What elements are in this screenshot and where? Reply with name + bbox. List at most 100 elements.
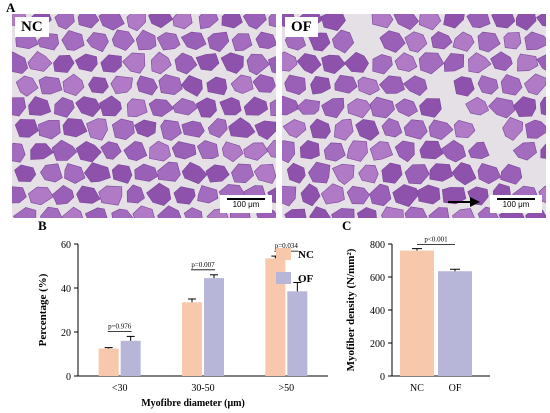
myofibre-cell: [181, 75, 203, 97]
myofibre-cell: [111, 164, 133, 184]
myofibre-cell: [98, 14, 125, 31]
myofibre-cell: [62, 73, 85, 97]
myofibre-cell: [452, 208, 475, 218]
x-tick-label: >50: [279, 383, 295, 394]
myofibre-cell: [284, 208, 307, 218]
myofibre-cell: [381, 162, 403, 184]
myofibre-cell: [538, 185, 546, 204]
myofibre-cell: [252, 74, 276, 93]
myofibre-cell: [452, 31, 475, 52]
myofibre-cell: [228, 117, 256, 138]
myofibre-cell: [53, 54, 75, 73]
bar-of: [438, 271, 472, 376]
myofibre-cell: [37, 32, 60, 51]
myofibre-cell: [12, 97, 27, 117]
myofibre-cell: [419, 140, 444, 160]
x-tick-label: NC: [410, 383, 424, 394]
myofibre-cell: [393, 14, 420, 31]
myofibre-cell: [156, 32, 181, 51]
myofibre-cell: [172, 14, 193, 30]
myofibre-cell: [86, 118, 108, 141]
myofibre-cell: [369, 183, 392, 207]
bar-nc: [98, 348, 119, 376]
myofibre-cell: [134, 163, 159, 182]
myofibre-cell: [299, 139, 320, 160]
myofibre-cell: [404, 164, 430, 185]
myofibre-cell: [242, 14, 267, 30]
myofibre-cell: [146, 182, 172, 206]
myofibre-cell: [181, 120, 205, 138]
myofibre-cell: [395, 98, 418, 117]
myofibre-cell: [74, 53, 98, 72]
bar-nc: [265, 258, 286, 376]
myofibre-cell: [12, 142, 26, 163]
x-axis-title: Myofibre diameter (μm): [141, 398, 245, 409]
myofibre-cell: [148, 14, 173, 29]
myofibre-cell: [230, 74, 254, 94]
myofibre-cell: [540, 143, 546, 159]
myofibre-cell: [149, 140, 171, 162]
y-tick-label: 0: [380, 372, 385, 383]
myofibre-cell: [402, 75, 428, 97]
myofibre-cell: [171, 141, 197, 160]
myofibre-cell: [136, 75, 158, 96]
myofibre-cell: [346, 185, 371, 205]
myofibre-cell: [75, 96, 102, 118]
myofibre-cell: [183, 207, 203, 218]
myofibre-cell: [477, 31, 501, 53]
myofibre-cell: [453, 119, 476, 139]
myofibre-cell: [355, 119, 380, 141]
y-tick-label: 200: [370, 339, 385, 350]
panel-label-c: C: [342, 218, 352, 233]
myofibre-cell: [381, 118, 403, 138]
myofibre-cell: [54, 96, 75, 118]
myofibre-cell: [333, 118, 354, 141]
x-tick-label: OF: [449, 383, 462, 394]
legend-label-nc: NC: [298, 249, 314, 261]
myofibre-cell: [150, 51, 172, 75]
diameter-distribution-chart: 0 20 40 60 Percentage (%) Myofibre diameter (…: [37, 240, 328, 409]
myofibre-cell: [284, 74, 307, 96]
myofibre-cell: [524, 73, 546, 96]
myofibre-cell: [490, 51, 513, 72]
myofibre-cell: [309, 118, 331, 139]
myofibre-cell: [503, 32, 522, 50]
myofibre-cell: [12, 51, 29, 74]
myofibre-cell: [394, 52, 418, 72]
of-scale-bar: 100 μm: [490, 195, 542, 213]
panel-label-a: A: [6, 0, 16, 15]
myofibre-cell: [134, 119, 157, 138]
arrow-icon: [448, 197, 480, 207]
myofibre-cell: [525, 119, 546, 139]
myofibre-cell: [428, 119, 454, 141]
myofibre-cell: [76, 185, 101, 204]
myofibre-cell: [126, 14, 146, 32]
legend-swatch-nc: [276, 248, 291, 260]
x-tick-label: 30-50: [191, 383, 214, 394]
bar-of: [204, 278, 224, 376]
myofibre-cell: [148, 98, 175, 117]
myofibre-cell: [512, 141, 537, 161]
myofibre-cell: [369, 96, 395, 119]
y-tick-label: 60: [61, 240, 71, 251]
myofibre-cell: [379, 30, 406, 53]
myofibre-cell: [465, 96, 490, 116]
myofibre-cell: [296, 99, 321, 115]
myofibre-cell: [443, 53, 465, 72]
myofibre-cell: [491, 14, 516, 29]
myofibre-cell: [320, 183, 345, 205]
myofibre-cell: [309, 206, 331, 218]
myofibre-cell: [381, 206, 404, 218]
myofibre-cell: [372, 54, 393, 75]
legend-label-of: OF: [298, 273, 314, 285]
myofibre-cell: [358, 164, 379, 184]
myofibre-cell: [500, 163, 523, 185]
nc-scale-bar: 100 μm: [220, 195, 272, 213]
y-axis-title: Myofiber density (N/mm²): [345, 248, 357, 371]
myofibre-cell: [111, 208, 134, 218]
myofibre-cell: [394, 140, 415, 163]
myofibre-cell: [243, 142, 269, 161]
myofibre-cell: [40, 163, 63, 183]
bar-of: [287, 291, 308, 376]
myofibre-cell: [220, 52, 244, 74]
